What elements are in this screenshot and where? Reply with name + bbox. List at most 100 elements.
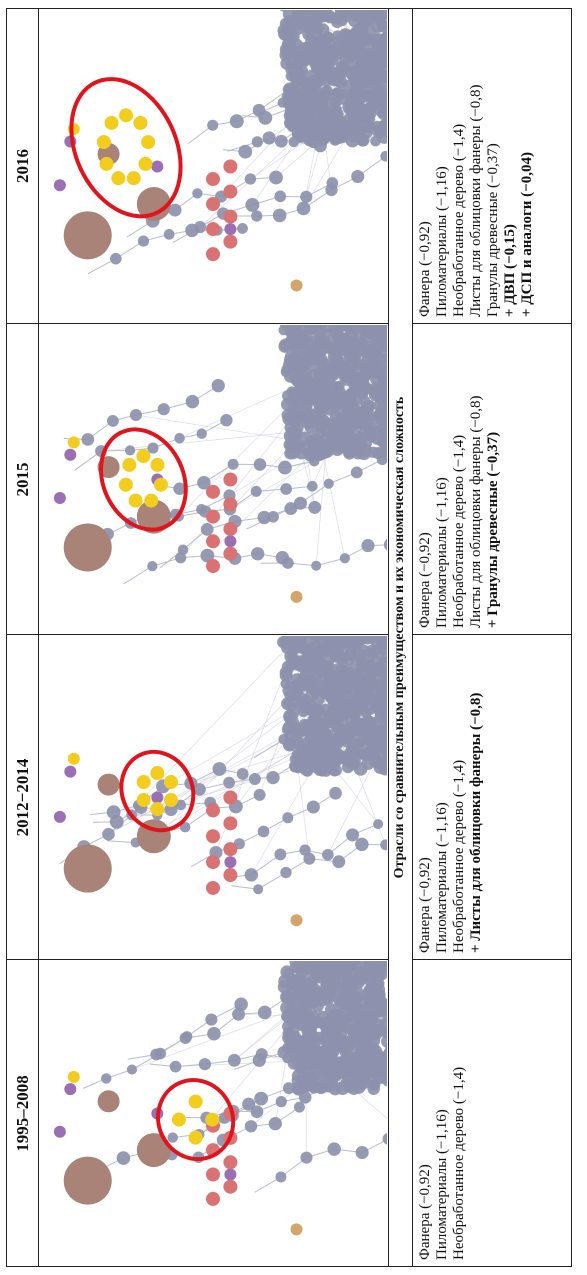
product-node <box>206 803 220 817</box>
product-node-highlight <box>189 1131 203 1145</box>
col-divider-2-upper <box>6 634 389 635</box>
product-node <box>101 1073 111 1083</box>
product-node <box>147 443 158 454</box>
product-node <box>289 137 300 148</box>
product-node-highlight <box>133 116 147 130</box>
product-node <box>64 449 76 461</box>
product-node <box>206 829 220 843</box>
product-node <box>349 724 361 736</box>
product-node <box>311 64 321 74</box>
industry-item: Пиломатериалы (−1,16) <box>434 331 451 628</box>
product-node <box>223 497 237 511</box>
product-node <box>228 459 239 470</box>
product-node <box>223 777 235 789</box>
industries-list-2016: Фанера (−0,92) Пиломатериалы (−1,16) Необр… <box>413 10 571 323</box>
product-node <box>363 120 376 133</box>
product-node <box>206 881 220 895</box>
product-node <box>254 458 267 471</box>
product-node <box>258 111 272 125</box>
product-node-highlight <box>127 171 141 185</box>
header-period-4: 2016 <box>8 8 38 324</box>
product-node <box>295 387 308 400</box>
product-node <box>331 1064 343 1076</box>
product-node <box>321 393 331 403</box>
product-node <box>368 350 379 361</box>
product-node <box>277 1046 290 1059</box>
product-node <box>293 982 304 993</box>
product-node-highlight <box>68 753 80 765</box>
product-node <box>299 844 310 855</box>
product-node <box>307 481 318 492</box>
product-node-highlight <box>68 436 80 448</box>
product-node-highlight <box>144 494 158 508</box>
product-node <box>238 145 252 159</box>
product-node <box>266 771 279 784</box>
product-node <box>253 1054 266 1067</box>
product-node <box>205 1013 217 1025</box>
product-node <box>329 127 341 139</box>
product-node-highlight <box>97 135 111 149</box>
table-border-bottom <box>571 8 572 1267</box>
product-node <box>333 722 346 735</box>
product-node <box>358 1056 368 1066</box>
product-node <box>107 415 119 427</box>
product-node <box>300 1152 312 1164</box>
product-node <box>319 686 332 699</box>
product-node-highlight <box>100 157 114 171</box>
product-node <box>251 547 264 560</box>
product-node <box>342 667 353 678</box>
product-node <box>356 94 366 104</box>
product-node-highlight <box>111 171 125 185</box>
product-node <box>220 414 232 426</box>
col-divider-2-lower <box>412 634 572 635</box>
product-node-highlight <box>136 449 150 463</box>
product-node <box>333 1034 344 1045</box>
product-node <box>254 1092 268 1106</box>
product-node <box>274 849 286 861</box>
product-node <box>117 1151 131 1165</box>
comparison-table: 1995–2008 2012−2014 2015 2016 Отрасли со… <box>6 8 572 1267</box>
product-node-highlight <box>150 458 164 472</box>
product-node-highlight <box>172 1113 186 1127</box>
product-node <box>252 136 263 147</box>
product-node <box>291 279 303 291</box>
product-node <box>293 725 307 739</box>
product-node <box>150 1049 162 1061</box>
product-node <box>279 339 291 351</box>
product-node <box>355 1018 366 1029</box>
product-node-large <box>98 1090 120 1112</box>
product-node <box>254 789 266 801</box>
industry-item: Фанера (−0,92) <box>417 967 434 1260</box>
product-node <box>355 1042 367 1054</box>
product-node <box>372 1005 384 1017</box>
industry-item: Гранулы древесные (−0,37) <box>485 16 502 317</box>
product-node <box>367 728 378 739</box>
product-node <box>289 430 300 441</box>
product-node <box>308 683 320 695</box>
product-node <box>274 191 286 203</box>
product-node <box>294 1102 305 1113</box>
product-node <box>224 223 236 235</box>
product-node <box>326 46 339 59</box>
product-node <box>350 26 364 40</box>
industry-item: + Гранулы древесные (−0,37) <box>485 331 502 628</box>
network-nodes <box>54 10 387 291</box>
product-node <box>206 510 220 524</box>
product-node-highlight <box>189 1095 203 1109</box>
product-node-large <box>64 1157 112 1205</box>
product-node <box>373 1052 387 1066</box>
product-node-highlight <box>150 766 164 780</box>
product-node <box>346 67 360 81</box>
product-node <box>301 1031 314 1044</box>
product-node <box>332 385 346 399</box>
product-node <box>167 1132 177 1142</box>
product-node-highlight <box>119 108 133 122</box>
product-node <box>223 210 237 224</box>
product-node <box>360 707 372 719</box>
product-node <box>351 170 364 183</box>
product-node <box>278 734 289 745</box>
product-space-image-2015 <box>39 325 387 634</box>
product-node <box>251 1105 264 1118</box>
product-node <box>192 188 202 198</box>
